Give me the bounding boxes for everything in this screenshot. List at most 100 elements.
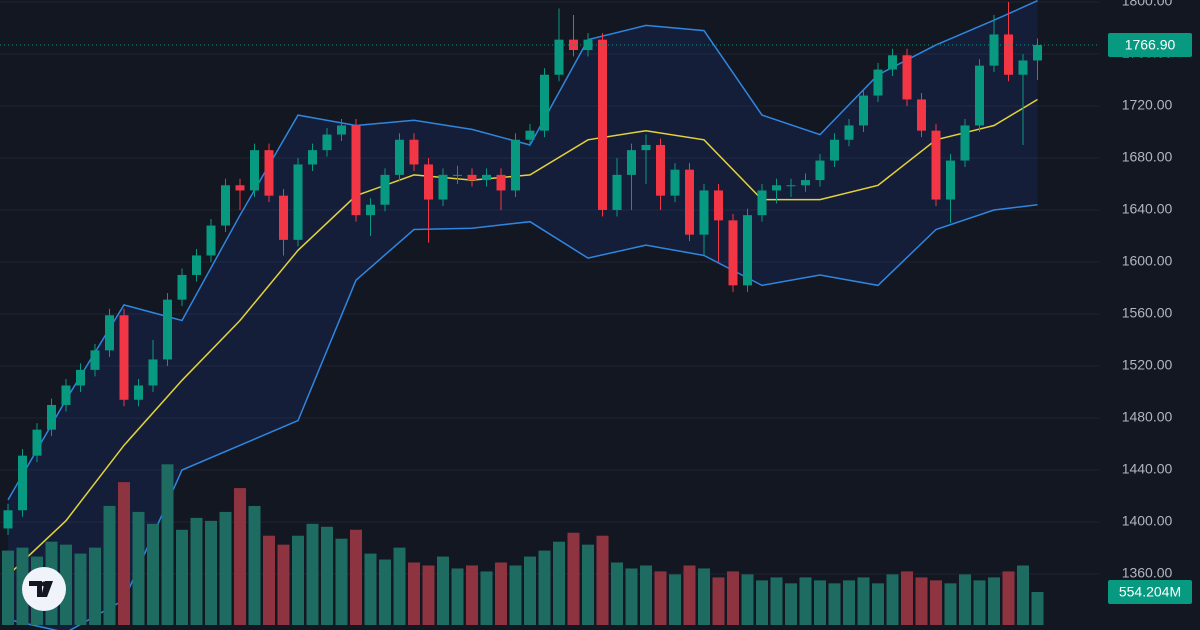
- volume-bar: [988, 577, 1000, 625]
- candle-body: [569, 39, 578, 51]
- volume-bar: [176, 529, 188, 625]
- volume-bar: [770, 577, 783, 625]
- volume-bar: [408, 562, 420, 625]
- y-tick-label: 1480.00: [1122, 409, 1173, 425]
- volume-bar: [944, 583, 957, 625]
- volume-bar: [959, 574, 971, 625]
- candle-body: [525, 130, 535, 140]
- candle-body: [511, 139, 520, 191]
- volume-bar: [277, 544, 290, 625]
- volume-bar: [509, 565, 522, 625]
- volume-bar: [147, 523, 159, 625]
- candle-body: [975, 65, 984, 126]
- candle-body: [90, 350, 100, 370]
- volume-bar: [727, 571, 739, 625]
- candle-body: [728, 220, 738, 286]
- volume-bar: [74, 553, 87, 625]
- volume-bar: [2, 550, 14, 625]
- candle-body: [337, 125, 346, 135]
- volume-tag: [1108, 580, 1192, 605]
- candle-body: [946, 160, 955, 200]
- y-tick-label: 1600.00: [1122, 253, 1173, 269]
- candle-body: [119, 315, 129, 400]
- candle-body: [830, 139, 839, 161]
- candle-body: [322, 134, 332, 151]
- candle-body: [221, 185, 230, 226]
- candle-body: [656, 144, 665, 196]
- y-tick-label: 1720.00: [1122, 97, 1173, 113]
- volume-bar: [625, 568, 638, 625]
- candle-body: [105, 315, 114, 351]
- candle-body: [989, 34, 999, 66]
- volume-bar: [843, 580, 855, 625]
- band-middle: [7, 98, 1038, 576]
- candle-body: [380, 174, 390, 205]
- volume-bar: [828, 583, 841, 625]
- volume-bar: [60, 544, 72, 625]
- candle-body: [134, 385, 143, 400]
- candle-body: [960, 125, 970, 161]
- candle-body: [177, 274, 187, 300]
- volume-bar: [741, 574, 754, 625]
- candle-body: [192, 255, 201, 275]
- candle-body: [206, 225, 216, 256]
- candle-body: [235, 185, 245, 191]
- volume-bar: [321, 526, 333, 625]
- candle-body: [685, 169, 694, 235]
- logo: [22, 567, 66, 611]
- price-tag: [1108, 32, 1192, 57]
- candle-body: [757, 190, 767, 216]
- candle-body: [148, 359, 158, 386]
- candle-body: [264, 150, 274, 196]
- candle-body: [308, 150, 317, 165]
- candle-body: [395, 139, 404, 175]
- candle-body: [424, 164, 433, 200]
- candle-body: [1033, 44, 1042, 61]
- volume-bar: [219, 511, 232, 625]
- candle-body: [598, 39, 607, 210]
- volume-bar: [393, 547, 406, 625]
- volume-bar: [538, 550, 551, 625]
- volume-bar: [1002, 571, 1015, 625]
- volume-bar: [814, 580, 826, 625]
- volume-bar: [190, 517, 203, 625]
- volume-bar: [306, 523, 319, 625]
- volume-bar: [611, 562, 623, 625]
- volume-bar: [712, 577, 725, 625]
- candle-body: [366, 204, 375, 216]
- volume-bar: [683, 565, 696, 625]
- candle-body: [163, 299, 172, 360]
- volume-bar: [205, 520, 217, 625]
- volume-bar: [103, 505, 116, 625]
- candle-body: [496, 174, 506, 191]
- y-tick-label: 1360.00: [1122, 565, 1173, 581]
- y-tick-label: 1800.00: [1122, 0, 1173, 9]
- volume-bar: [466, 565, 478, 625]
- volume-bar: [596, 535, 609, 625]
- candle-body: [409, 139, 419, 165]
- volume-bar: [669, 574, 681, 625]
- volume-bar: [930, 580, 942, 625]
- candle-body: [873, 69, 883, 96]
- volume-tag-label: 554.204M: [1119, 584, 1181, 600]
- candle-body: [815, 160, 825, 181]
- candle-body: [844, 125, 854, 140]
- volume-bar: [915, 577, 928, 625]
- candle-body: [554, 39, 564, 75]
- candles: [3, 1, 1042, 535]
- candle-body: [61, 385, 71, 405]
- tags: 1766.90 554.204M: [0, 32, 1192, 605]
- candle-body: [859, 95, 868, 126]
- candle-body: [1018, 60, 1028, 75]
- candle-body: [1004, 34, 1013, 75]
- candle-body: [3, 510, 13, 529]
- candle-body: [612, 174, 622, 210]
- candle-body: [482, 174, 491, 181]
- volume-bar: [335, 538, 348, 625]
- candle-body: [801, 180, 810, 186]
- candle-body: [18, 455, 27, 511]
- volume-bar: [451, 568, 464, 625]
- volume-bar: [495, 562, 507, 625]
- candle-body: [743, 215, 752, 286]
- candle-body: [351, 125, 361, 216]
